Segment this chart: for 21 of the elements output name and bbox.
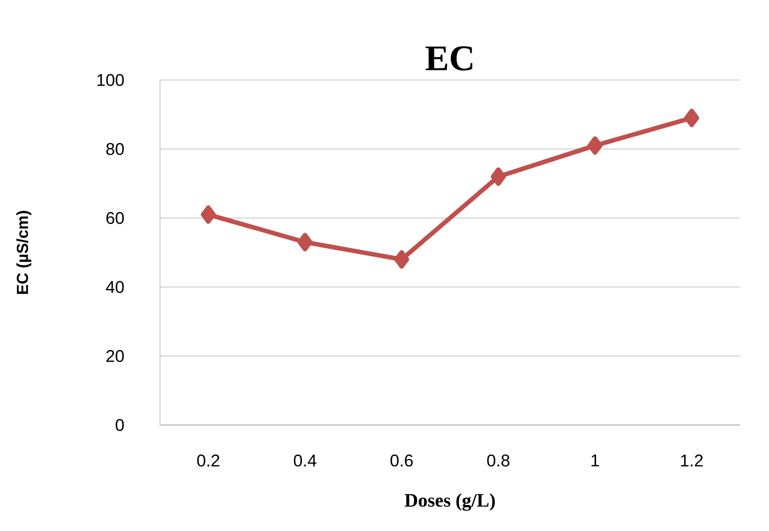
point bbox=[394, 250, 410, 269]
y-axis-title: EC (µS/cm) bbox=[16, 210, 32, 294]
y-tick-label: 80 bbox=[106, 142, 124, 156]
x-tick-label: 1 bbox=[592, 454, 599, 466]
point bbox=[200, 205, 216, 224]
y-tick-label: 20 bbox=[106, 350, 124, 362]
y-tick-label: 40 bbox=[106, 280, 124, 294]
x-tick-label: 0.4 bbox=[294, 454, 316, 467]
chart-title: EC bbox=[426, 46, 472, 71]
y-tick-label: 60 bbox=[106, 212, 124, 224]
x-tick-label: 0.8 bbox=[487, 454, 510, 467]
x-tick-label: 1.2 bbox=[681, 454, 703, 466]
point bbox=[684, 108, 700, 128]
x-tick-label: 0.6 bbox=[390, 454, 413, 467]
x-axis-title: Doses (g/L) bbox=[404, 493, 495, 511]
y-tick-label: 100 bbox=[97, 74, 124, 86]
point bbox=[490, 167, 506, 186]
point bbox=[588, 136, 603, 155]
point bbox=[298, 232, 312, 252]
x-tick-label: 0.2 bbox=[197, 454, 220, 467]
y-tick-label: 0 bbox=[116, 418, 124, 432]
